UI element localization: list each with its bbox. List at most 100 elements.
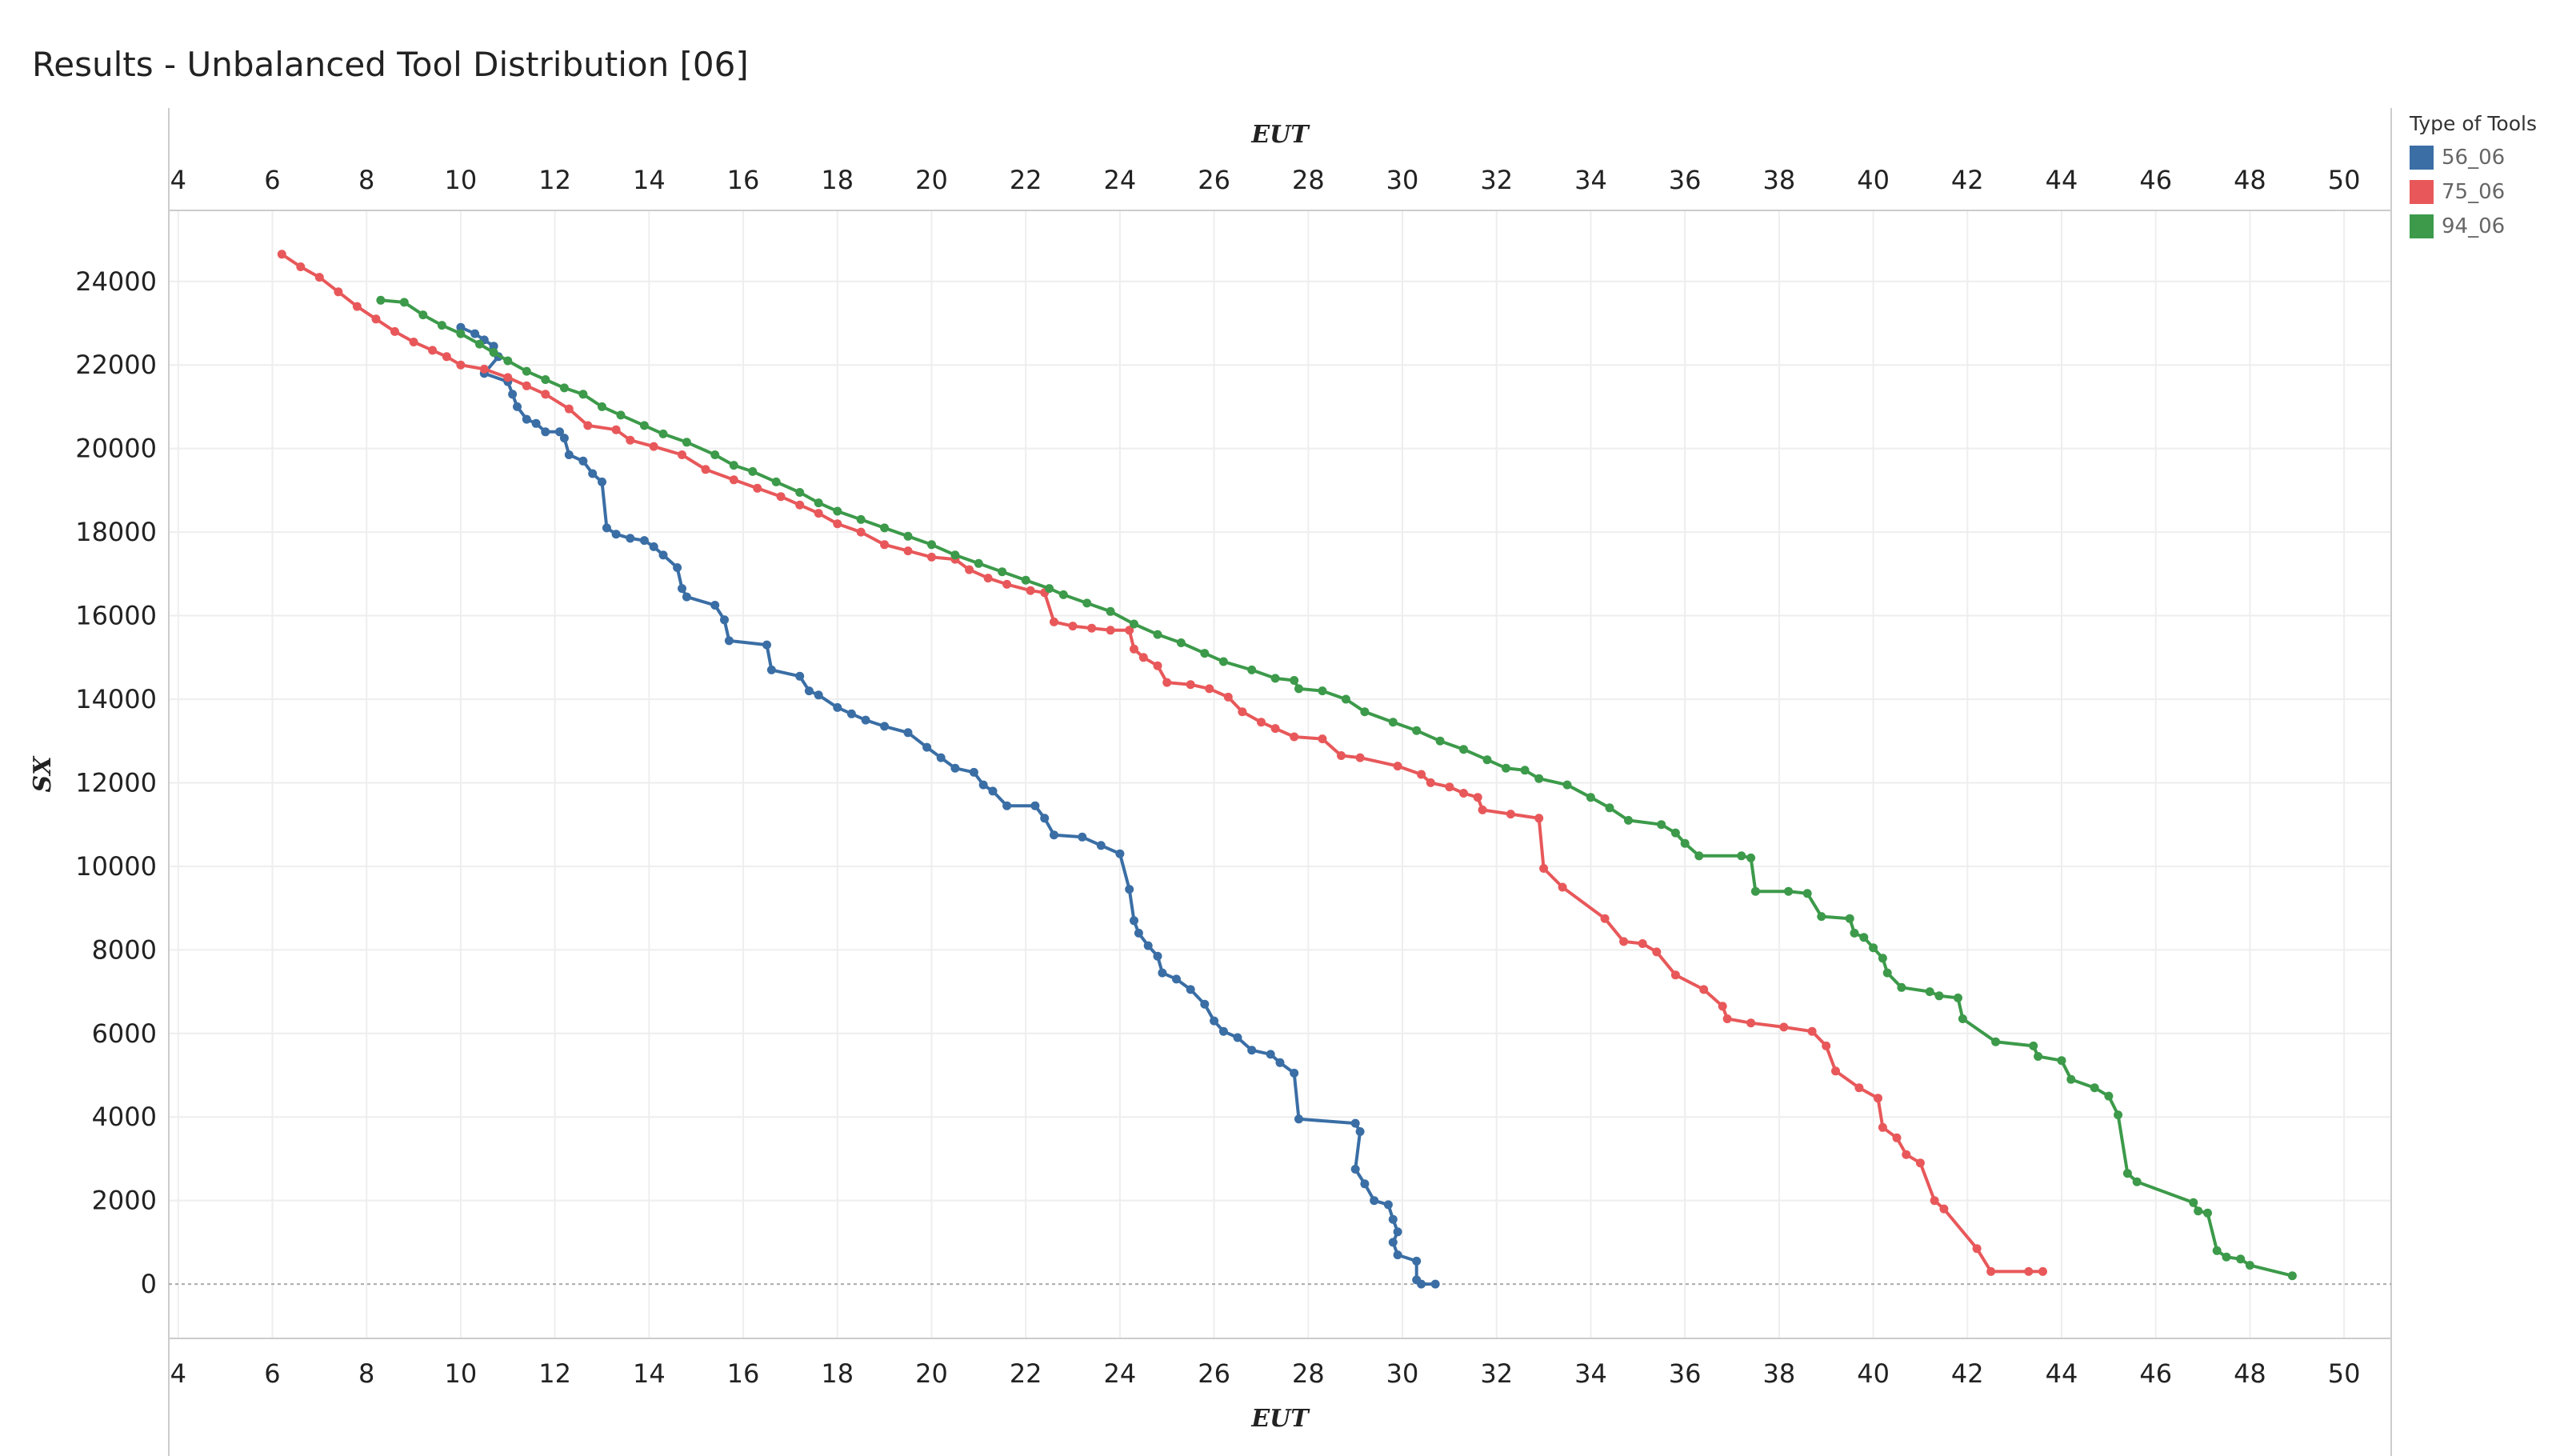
data-point-94-06[interactable]: [399, 298, 409, 307]
data-point-94-06[interactable]: [903, 531, 913, 541]
data-point-56-06[interactable]: [861, 715, 870, 725]
data-point-94-06[interactable]: [1176, 638, 1186, 647]
data-point-56-06[interactable]: [1393, 1250, 1402, 1260]
data-point-56-06[interactable]: [922, 742, 932, 752]
data-point-75-06[interactable]: [352, 302, 362, 311]
data-point-94-06[interactable]: [1991, 1037, 2001, 1046]
data-point-75-06[interactable]: [409, 338, 418, 346]
data-point-56-06[interactable]: [1388, 1238, 1398, 1247]
data-point-56-06[interactable]: [1417, 1279, 1426, 1289]
data-point-56-06[interactable]: [1134, 928, 1143, 938]
data-point-75-06[interactable]: [334, 287, 343, 297]
data-point-94-06[interactable]: [2122, 1169, 2132, 1178]
data-point-75-06[interactable]: [1670, 970, 1680, 980]
data-point-75-06[interactable]: [626, 435, 635, 445]
data-point-94-06[interactable]: [1882, 968, 1892, 978]
data-point-94-06[interactable]: [2203, 1208, 2212, 1218]
data-point-75-06[interactable]: [1130, 644, 1138, 654]
data-point-75-06[interactable]: [1417, 770, 1426, 779]
data-point-75-06[interactable]: [1162, 678, 1172, 687]
data-point-94-06[interactable]: [1746, 853, 1756, 862]
data-point-94-06[interactable]: [927, 540, 936, 550]
data-point-75-06[interactable]: [795, 500, 805, 510]
data-point-94-06[interactable]: [418, 310, 428, 320]
data-point-75-06[interactable]: [1205, 684, 1214, 694]
data-point-75-06[interactable]: [880, 540, 890, 550]
data-point-75-06[interactable]: [1002, 579, 1012, 589]
data-point-94-06[interactable]: [2114, 1110, 2123, 1120]
data-point-75-06[interactable]: [1939, 1204, 1949, 1214]
data-point-94-06[interactable]: [1859, 933, 1869, 942]
data-point-56-06[interactable]: [936, 753, 946, 762]
data-point-56-06[interactable]: [720, 615, 729, 625]
data-point-94-06[interactable]: [1388, 718, 1398, 727]
data-point-94-06[interactable]: [1247, 665, 1257, 674]
data-point-56-06[interactable]: [710, 601, 720, 610]
data-point-94-06[interactable]: [1586, 793, 1595, 802]
data-point-56-06[interactable]: [508, 390, 518, 399]
data-point-75-06[interactable]: [729, 475, 738, 485]
data-point-94-06[interactable]: [2222, 1252, 2231, 1262]
data-point-75-06[interactable]: [1506, 810, 1515, 819]
data-point-94-06[interactable]: [771, 477, 781, 486]
data-point-56-06[interactable]: [541, 427, 550, 437]
data-point-75-06[interactable]: [1153, 661, 1162, 670]
data-point-75-06[interactable]: [1318, 734, 1327, 744]
data-point-56-06[interactable]: [1360, 1179, 1370, 1189]
data-point-56-06[interactable]: [1350, 1165, 1360, 1174]
data-point-56-06[interactable]: [522, 414, 531, 424]
data-point-94-06[interactable]: [1200, 649, 1210, 658]
data-point-75-06[interactable]: [649, 442, 658, 451]
data-point-94-06[interactable]: [1058, 590, 1068, 599]
data-point-75-06[interactable]: [1902, 1150, 1911, 1159]
data-point-75-06[interactable]: [1355, 753, 1365, 762]
data-point-75-06[interactable]: [1722, 1014, 1732, 1023]
data-point-94-06[interactable]: [1218, 657, 1228, 666]
data-point-75-06[interactable]: [1718, 1002, 1727, 1011]
data-point-75-06[interactable]: [965, 565, 974, 574]
data-point-94-06[interactable]: [2189, 1198, 2198, 1207]
data-point-56-06[interactable]: [649, 542, 658, 551]
data-point-75-06[interactable]: [927, 552, 936, 562]
data-point-75-06[interactable]: [314, 273, 324, 282]
data-point-56-06[interactable]: [804, 686, 814, 696]
data-point-56-06[interactable]: [598, 477, 606, 486]
data-point-94-06[interactable]: [2034, 1052, 2043, 1061]
data-point-94-06[interactable]: [1130, 619, 1138, 629]
data-point-75-06[interactable]: [1238, 707, 1247, 717]
data-point-56-06[interactable]: [1218, 1026, 1228, 1036]
data-point-75-06[interactable]: [1986, 1266, 1996, 1276]
data-point-75-06[interactable]: [1186, 680, 1195, 690]
data-point-56-06[interactable]: [1393, 1227, 1402, 1237]
data-point-56-06[interactable]: [814, 690, 823, 700]
data-point-94-06[interactable]: [880, 523, 890, 533]
data-point-75-06[interactable]: [1822, 1041, 1831, 1050]
data-point-75-06[interactable]: [1445, 782, 1454, 792]
data-point-94-06[interactable]: [1657, 820, 1666, 830]
data-point-56-06[interactable]: [1383, 1200, 1393, 1210]
data-point-75-06[interactable]: [1087, 623, 1097, 633]
data-point-56-06[interactable]: [880, 722, 890, 731]
data-point-94-06[interactable]: [1680, 838, 1690, 848]
data-point-56-06[interactable]: [950, 763, 960, 773]
data-point-75-06[interactable]: [541, 390, 550, 399]
data-point-56-06[interactable]: [602, 523, 611, 533]
data-point-94-06[interactable]: [1897, 982, 1906, 992]
data-point-94-06[interactable]: [1412, 726, 1422, 735]
data-point-56-06[interactable]: [1050, 830, 1058, 840]
data-point-75-06[interactable]: [1393, 762, 1402, 771]
data-point-75-06[interactable]: [1270, 724, 1280, 734]
data-point-94-06[interactable]: [1153, 630, 1162, 639]
data-point-94-06[interactable]: [1869, 943, 1878, 953]
data-point-94-06[interactable]: [2194, 1206, 2203, 1216]
data-point-75-06[interactable]: [903, 546, 913, 556]
data-point-75-06[interactable]: [1854, 1083, 1864, 1093]
data-point-56-06[interactable]: [795, 671, 805, 681]
data-point-94-06[interactable]: [1045, 584, 1054, 594]
data-point-75-06[interactable]: [753, 483, 762, 493]
data-point-94-06[interactable]: [950, 550, 960, 560]
data-point-56-06[interactable]: [1275, 1058, 1285, 1067]
data-point-94-06[interactable]: [1482, 755, 1492, 765]
data-point-56-06[interactable]: [489, 342, 498, 351]
data-point-56-06[interactable]: [1266, 1050, 1275, 1059]
